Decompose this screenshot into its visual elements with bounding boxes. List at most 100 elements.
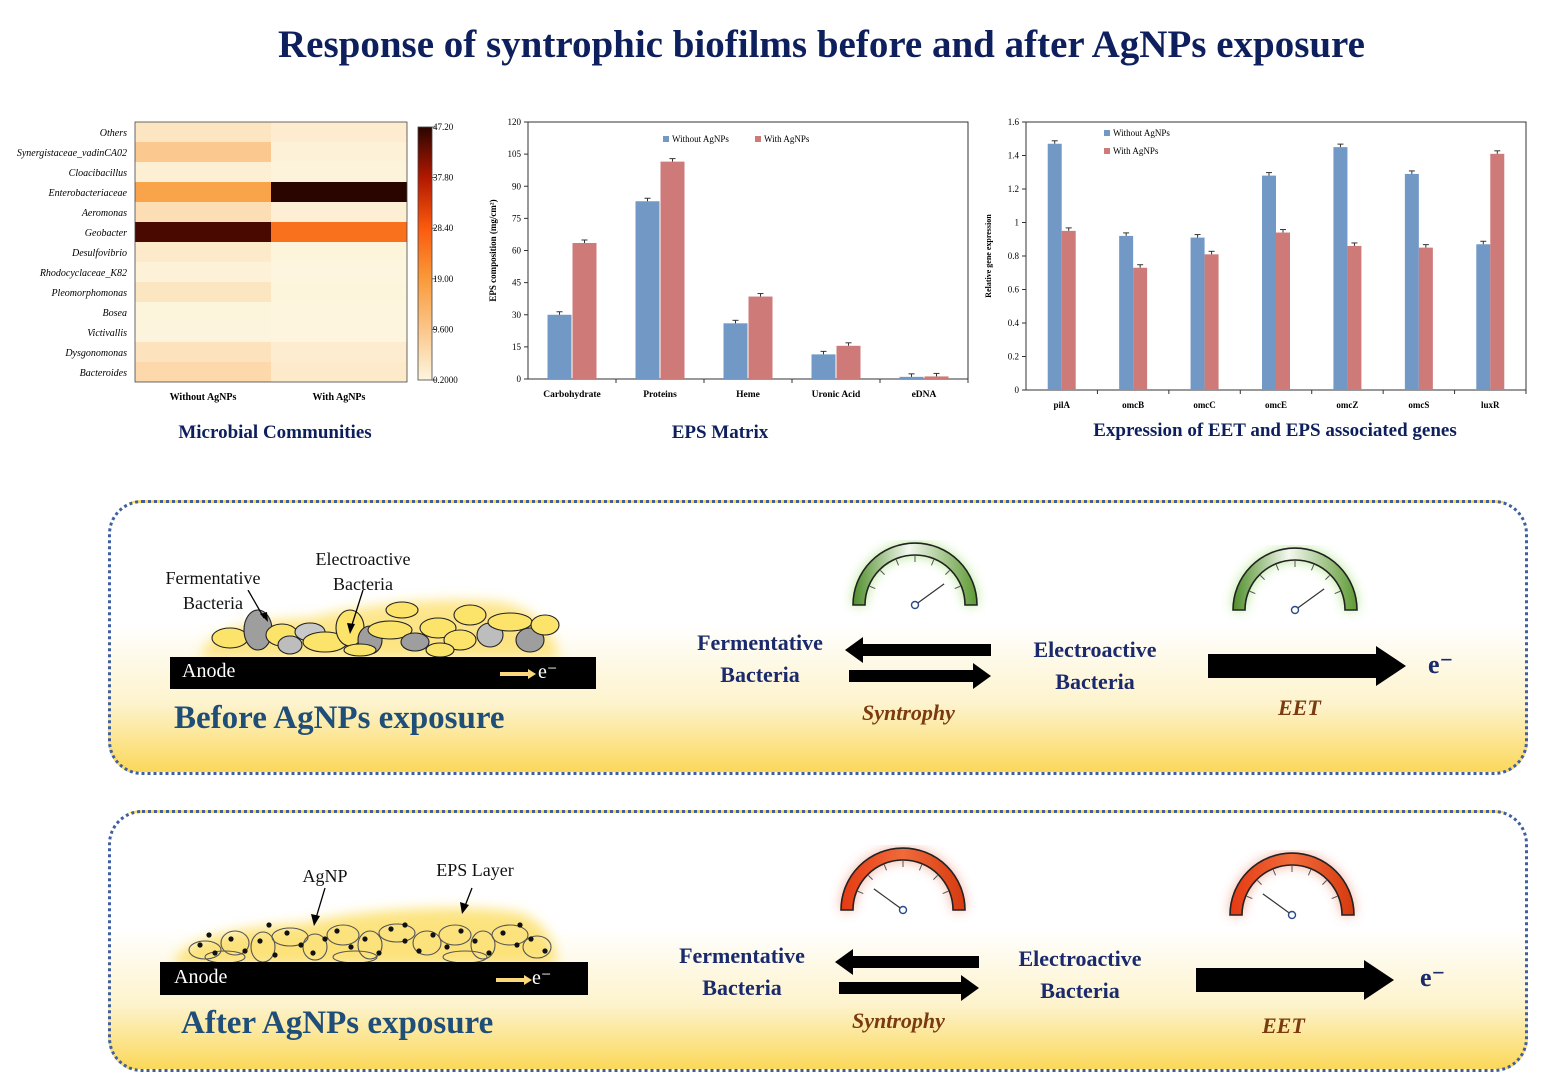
heatmap-row-label: Dysgonomonas bbox=[64, 348, 127, 359]
agnp-particle bbox=[528, 936, 534, 942]
bar bbox=[811, 354, 836, 379]
eet-arrow bbox=[1196, 960, 1394, 1000]
bacterium-cell bbox=[385, 601, 419, 619]
bar bbox=[547, 314, 572, 379]
colorbar-tick-label: 0.2000 bbox=[433, 375, 458, 385]
colorbar bbox=[417, 126, 433, 381]
pointer-arrows bbox=[247, 590, 364, 634]
after-biofilm bbox=[173, 908, 557, 965]
heatmap-row-label: Others bbox=[100, 128, 127, 139]
speed-gauge-icon bbox=[1229, 852, 1355, 920]
y-tick-label: 1.2 bbox=[1008, 184, 1019, 194]
eet-arrow bbox=[1208, 646, 1406, 686]
heatmap-row-label: Bacteroides bbox=[80, 368, 128, 379]
x-tick-label: omcB bbox=[1122, 400, 1144, 410]
agnp-particle bbox=[402, 922, 408, 928]
heatmap-row-label: Pleomorphomonas bbox=[50, 288, 127, 299]
heatmap-row-label: Victivallis bbox=[87, 328, 127, 339]
bar bbox=[1047, 143, 1062, 390]
agnp-particle bbox=[517, 922, 523, 928]
anode-before: Anode e⁻ bbox=[170, 657, 596, 689]
caption-eps: EPS Matrix bbox=[671, 422, 769, 443]
speed-gauge-icon bbox=[1232, 547, 1358, 615]
colorbar-tick-label: 47.20 bbox=[433, 122, 454, 132]
bar bbox=[748, 296, 773, 379]
legend-swatch bbox=[1104, 130, 1110, 136]
x-tick-label: Proteins bbox=[643, 390, 677, 400]
electron-small-label: e⁻ bbox=[532, 967, 552, 989]
syntrophy-label: Syntrophy bbox=[852, 1008, 945, 1033]
x-tick-label: Carbohydrate bbox=[543, 390, 601, 400]
x-tick-label: omcE bbox=[1265, 400, 1287, 410]
bacterium-cell bbox=[515, 627, 545, 653]
heatmap-cell bbox=[135, 142, 271, 162]
agnp-particle bbox=[416, 948, 422, 954]
legend-swatch bbox=[1104, 148, 1110, 154]
agnp-particle bbox=[444, 944, 450, 950]
heatmap-column-label: With AgNPs bbox=[313, 392, 366, 403]
after-heading: After AgNPs exposure bbox=[181, 1005, 494, 1041]
gene-bar-chart: 0 0.2 0.4 0.6 0.8 1 1.2 1.4 1.6 pilA omcB omcC omcE o… bbox=[984, 117, 1527, 410]
y-tick-label: 1 bbox=[1015, 218, 1020, 228]
before-biofilm bbox=[200, 600, 560, 658]
agnp-particle bbox=[228, 936, 234, 942]
legend-label: Without AgNPs bbox=[1113, 128, 1170, 138]
heatmap-row-label: Aeromonas bbox=[81, 208, 127, 219]
heatmap-row-label: Desulfovibrio bbox=[71, 248, 127, 259]
legend-swatch bbox=[663, 136, 669, 142]
bacterium-cell bbox=[412, 930, 442, 956]
agnp-particle bbox=[376, 950, 382, 956]
y-tick-label: 90 bbox=[512, 181, 522, 191]
agnp-particle bbox=[472, 938, 478, 944]
caption-genes: Expression of EET and EPS associated gen… bbox=[1093, 420, 1457, 441]
heatmap-cell bbox=[271, 242, 407, 262]
y-tick-label: 30 bbox=[512, 310, 522, 320]
heatmap-cell bbox=[135, 202, 271, 222]
bacterium-cell bbox=[522, 935, 552, 959]
colorbar-tick-label: 28.40 bbox=[433, 223, 454, 233]
agnp-particle bbox=[514, 942, 520, 948]
agnp-particle bbox=[542, 948, 548, 954]
bacterium-cell bbox=[302, 933, 328, 961]
heatmap-cell bbox=[271, 342, 407, 362]
bar bbox=[924, 376, 949, 379]
y-tick-label: 75 bbox=[512, 213, 522, 223]
bacterium-cell bbox=[277, 635, 303, 655]
bacterium-cell bbox=[491, 924, 529, 946]
bar bbox=[1404, 173, 1419, 390]
main-title: Response of syntrophic biofilms before a… bbox=[278, 23, 1365, 66]
heatmap-cell bbox=[271, 202, 407, 222]
heatmap-column-label: Without AgNPs bbox=[170, 392, 237, 403]
fermentative-node: Fermentative Bacteria bbox=[697, 630, 823, 687]
heatmap-cell bbox=[271, 282, 407, 302]
agnp-particle bbox=[212, 950, 218, 956]
bacterium-cell bbox=[220, 930, 250, 956]
heatmap-cell bbox=[271, 222, 407, 242]
heatmap-row-label: Enterobacteriaceae bbox=[48, 188, 128, 199]
legend-label: With AgNPs bbox=[1113, 146, 1159, 156]
heatmap-cell bbox=[135, 122, 271, 142]
agnp-particle bbox=[266, 922, 272, 928]
agnp-particle bbox=[362, 936, 368, 942]
y-tick-label: 1.4 bbox=[1008, 151, 1020, 161]
arrow-icon bbox=[500, 669, 536, 679]
agnp-particle bbox=[486, 950, 492, 956]
y-tick-label: 45 bbox=[512, 278, 522, 288]
bar bbox=[1490, 153, 1505, 390]
heatmap-cell bbox=[135, 322, 271, 342]
colorbar-tick-label: 19.00 bbox=[433, 274, 454, 284]
before-panel bbox=[108, 500, 1528, 775]
bar bbox=[1119, 235, 1134, 390]
fermentative-bacteria-label: Fermentative Bacteria bbox=[165, 568, 261, 613]
x-tick-label: luxR bbox=[1481, 400, 1500, 410]
heatmap-cell bbox=[135, 222, 271, 242]
syntrophy-arrows bbox=[845, 637, 991, 689]
electron-small-label: e⁻ bbox=[538, 661, 558, 683]
y-tick-label: 0 bbox=[517, 374, 522, 384]
heatmap-cell bbox=[271, 142, 407, 162]
heatmap-chart: Others Synergistaceae_vadinCA02 Cloacibaci… bbox=[17, 121, 458, 403]
agnp-particle bbox=[500, 930, 506, 936]
heatmap-cell bbox=[271, 302, 407, 322]
agnp-particle bbox=[257, 938, 263, 944]
agnp-particle bbox=[242, 948, 248, 954]
